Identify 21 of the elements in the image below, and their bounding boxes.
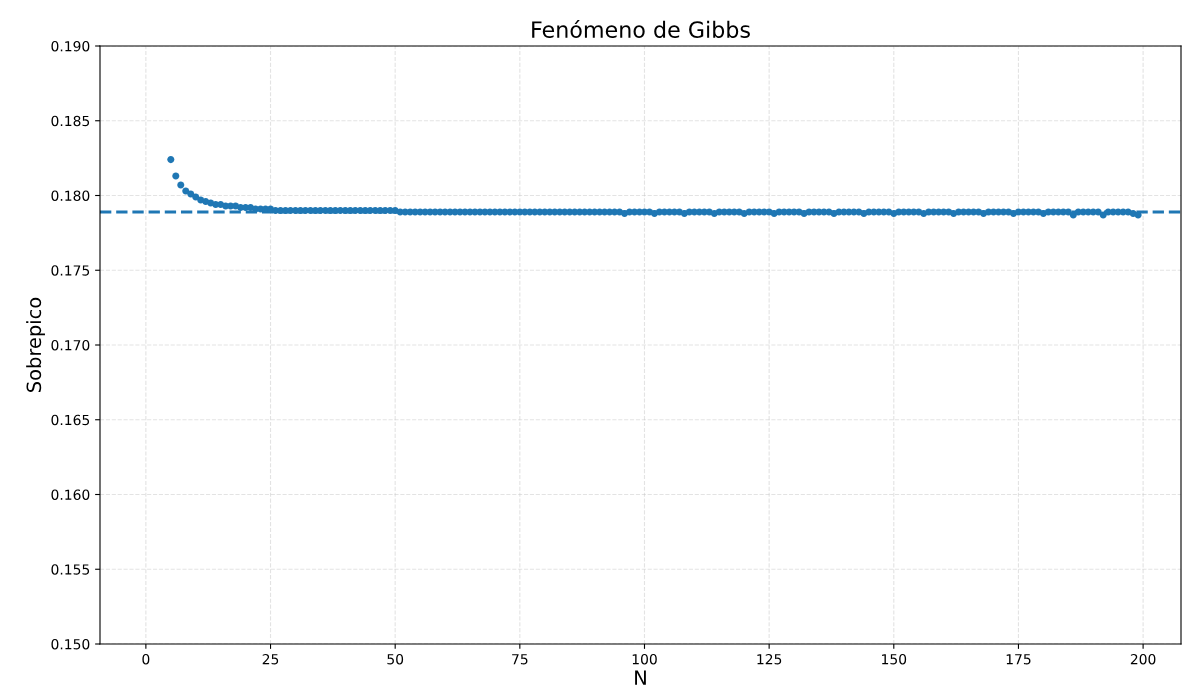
chart-title: Fenómeno de Gibbs: [532, 19, 750, 38]
y-tick-label: 0.155: [51, 564, 90, 575]
y-tick-label: 0.160: [51, 489, 90, 500]
y-tick-label: 0.190: [51, 40, 90, 52]
x-tick-label: 25: [262, 653, 279, 665]
x-tick-label: 125: [757, 653, 782, 665]
y-tick-label: 0.170: [51, 339, 90, 351]
x-tick-label: 0: [142, 653, 150, 665]
x-axis-title: N: [635, 670, 646, 685]
x-tick-label: 100: [632, 653, 657, 665]
x-tick-label: 200: [1130, 653, 1156, 665]
y-tick-label: 0.180: [51, 190, 90, 201]
y-tick-label: 0.185: [51, 115, 90, 127]
x-tick-label: 150: [882, 653, 907, 665]
x-tick-label: 50: [387, 653, 404, 665]
x-tick-label: 75: [512, 654, 528, 665]
y-tick-label: 0.150: [51, 638, 90, 650]
y-tick-label: 0.175: [51, 265, 90, 276]
x-tick-label: 175: [1006, 654, 1031, 665]
y-tick-label: 0.165: [51, 414, 90, 426]
y-axis-title: Sobrepico: [26, 297, 45, 392]
